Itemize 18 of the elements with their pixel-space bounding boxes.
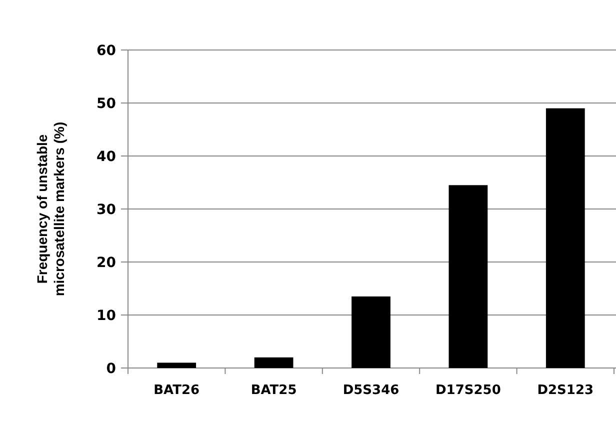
- y-tick-label: 0: [106, 360, 116, 377]
- y-tick-label: 20: [96, 254, 116, 271]
- y-tick-label: 50: [96, 96, 116, 112]
- y-axis-title: Frequency of unstable microsatellite markers (%): [34, 122, 67, 296]
- x-tick-label: D17S250: [436, 383, 501, 398]
- y-tick-label: 40: [96, 148, 116, 165]
- y-tick-label: 60: [96, 42, 116, 59]
- x-tick-label: D5S346: [342, 383, 400, 398]
- x-tick-label: BAT25: [250, 383, 297, 398]
- y-tick-label: 30: [96, 202, 116, 218]
- bar: [254, 357, 294, 368]
- bar: [352, 296, 390, 368]
- bar: [546, 108, 585, 368]
- y-tick-label: 10: [96, 308, 116, 324]
- x-tick-label: BAT26: [154, 383, 200, 398]
- bar: [448, 185, 488, 368]
- bar: [157, 362, 196, 368]
- x-tick-label: D2S123: [537, 383, 594, 398]
